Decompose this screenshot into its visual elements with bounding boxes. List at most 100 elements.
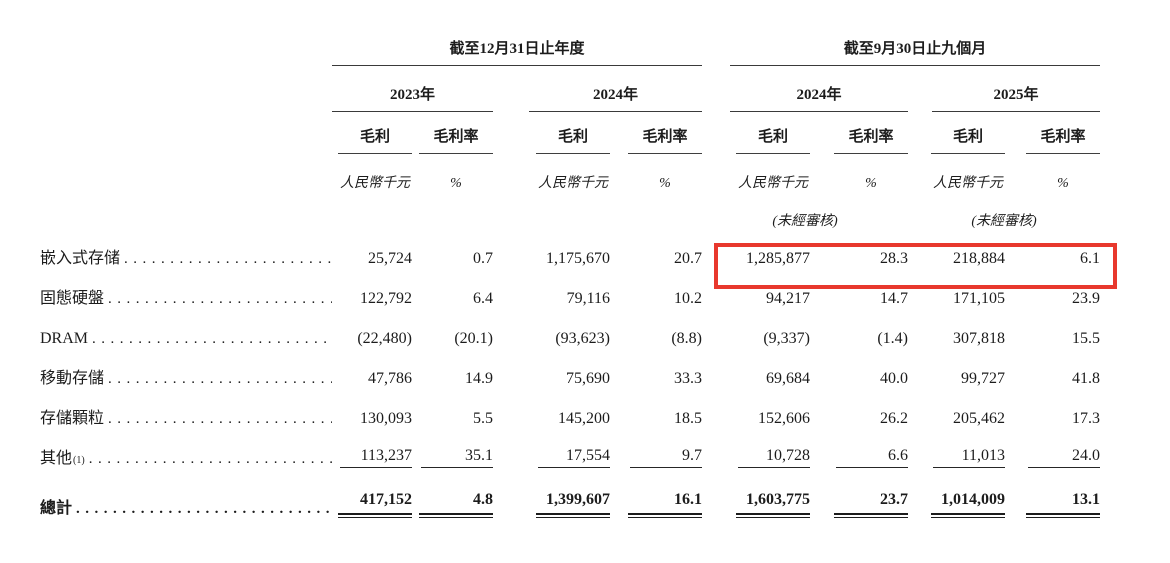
cell: (8.8) <box>671 330 702 347</box>
year-header-2024-9m: 2024年 <box>702 83 908 112</box>
cell: (9,337) <box>763 330 810 347</box>
cell-total: 13.1 <box>1005 491 1100 523</box>
col-header-gross-profit: 毛利 <box>908 125 1005 158</box>
row-label: 其他 (1) <box>40 444 332 472</box>
cell: 5.5 <box>473 410 493 427</box>
highlight-box <box>714 243 1117 289</box>
cell: 75,690 <box>566 370 610 387</box>
cell-total: 1,014,009 <box>908 491 1005 523</box>
table-row-storage-wafers: 存儲顆粒 130,093 5.5 145,200 18.5 152,606 26… <box>40 392 1100 432</box>
dot-leader <box>108 290 332 308</box>
cell: 6.4 <box>473 290 493 307</box>
cell: 10,728 <box>702 447 810 472</box>
cell: 171,105 <box>953 290 1005 307</box>
col-header-gross-margin: 毛利率 <box>1005 125 1100 158</box>
unaudited-row: (未經審核) (未經審核) <box>40 198 1100 232</box>
dot-leader <box>76 500 332 518</box>
cell: 18.5 <box>674 410 702 427</box>
gross-profit-table: 截至12月31日止年度 截至9月30日止九個月 2023年 2024年 2024… <box>40 28 1100 522</box>
cell: 10.2 <box>674 290 702 307</box>
cell: 17,554 <box>493 447 610 472</box>
dot-leader <box>124 250 332 268</box>
cell: 47,786 <box>368 370 412 387</box>
row-label: 嵌入式存储 <box>40 244 332 272</box>
cell-highlighted: 6.1 <box>1080 250 1100 267</box>
cell: (22,480) <box>357 330 412 347</box>
table-row-mobile-storage: 移動存儲 47,786 14.9 75,690 33.3 69,684 40.0… <box>40 352 1100 392</box>
unit-percent: % <box>1057 176 1069 191</box>
cell: 99,727 <box>961 370 1005 387</box>
col-header-gross-margin: 毛利率 <box>610 125 702 158</box>
col-header-gross-profit: 毛利 <box>493 125 610 158</box>
cell: 79,116 <box>566 290 610 307</box>
cell: 23.9 <box>1072 290 1100 307</box>
cell-total: 1,399,607 <box>493 491 610 523</box>
dot-leader <box>92 330 332 348</box>
dot-leader <box>89 450 332 468</box>
unit-currency: 人民幣千元 <box>340 176 410 191</box>
cell: 14.9 <box>465 370 493 387</box>
cell-total: 23.7 <box>810 491 908 523</box>
double-rule <box>834 512 908 518</box>
cell: 26.2 <box>880 410 908 427</box>
unit-percent: % <box>865 176 877 191</box>
column-header-row: 毛利 毛利率 毛利 毛利率 毛利 毛利率 毛利 毛利率 <box>40 112 1100 158</box>
cell: 6.6 <box>810 447 908 472</box>
unit-currency: 人民幣千元 <box>538 176 608 191</box>
cell: 15.5 <box>1072 330 1100 347</box>
double-rule <box>419 512 493 518</box>
cell: 0.7 <box>473 250 493 267</box>
cell: 122,792 <box>360 290 412 307</box>
table-row-total: 總計 417,152 4.8 1,399,607 16.1 1,603,775 … <box>40 472 1100 522</box>
row-label: 移動存儲 <box>40 364 332 392</box>
footnote-marker: (1) <box>73 455 85 466</box>
row-label: 固態硬盤 <box>40 284 332 312</box>
table-row-others: 其他(1) 113,237 35.1 17,554 9.7 10,728 6.6… <box>40 432 1100 472</box>
year-header-2025-9m: 2025年 <box>908 83 1100 112</box>
cell: 145,200 <box>558 410 610 427</box>
double-rule <box>931 512 1005 518</box>
year-header-row: 2023年 2024年 2024年 2025年 <box>40 66 1100 112</box>
cell-highlighted: 28.3 <box>880 250 908 267</box>
double-rule <box>338 512 412 518</box>
unit-currency: 人民幣千元 <box>933 176 1003 191</box>
cell: 17.3 <box>1072 410 1100 427</box>
unaudited-note: (未經審核) <box>772 214 838 229</box>
col-header-gross-margin: 毛利率 <box>412 125 493 158</box>
cell: 69,684 <box>766 370 810 387</box>
period-header-row: 截至12月31日止年度 截至9月30日止九個月 <box>40 28 1100 66</box>
row-label: DRAM <box>40 330 332 352</box>
double-rule <box>536 512 610 518</box>
cell: 35.1 <box>412 447 493 472</box>
cell: 25,724 <box>368 250 412 267</box>
cell: 94,217 <box>766 290 810 307</box>
unit-header-row: 人民幣千元 % 人民幣千元 % 人民幣千元 % 人民幣千元 % <box>40 158 1100 198</box>
cell-highlighted: 1,285,877 <box>746 250 810 267</box>
row-label: 存儲顆粒 <box>40 404 332 432</box>
cell: 20.7 <box>674 250 702 267</box>
cell-total: 16.1 <box>610 491 702 523</box>
table-row-embedded-storage: 嵌入式存储 25,724 0.7 1,175,670 20.7 1,285,87… <box>40 232 1100 272</box>
cell: 307,818 <box>953 330 1005 347</box>
period-header-nine-months-label: 截至9月30日止九個月 <box>730 37 1100 66</box>
cell: 1,175,670 <box>546 250 610 267</box>
period-header-annual: 截至12月31日止年度 <box>332 37 702 66</box>
cell: 14.7 <box>880 290 908 307</box>
unit-percent: % <box>659 176 671 191</box>
table-row-ssd: 固態硬盤 122,792 6.4 79,116 10.2 94,217 14.7… <box>40 272 1100 312</box>
cell: 205,462 <box>953 410 1005 427</box>
row-label-total: 總計 <box>40 494 332 522</box>
cell: 11,013 <box>908 447 1005 472</box>
cell: 41.8 <box>1072 370 1100 387</box>
double-rule <box>1026 512 1100 518</box>
cell-total: 417,152 <box>332 491 412 523</box>
period-header-nine-months: 截至9月30日止九個月 <box>702 37 1100 66</box>
cell: 9.7 <box>610 447 702 472</box>
cell: (93,623) <box>555 330 610 347</box>
unaudited-note: (未經審核) <box>971 214 1037 229</box>
period-header-annual-label: 截至12月31日止年度 <box>332 37 702 66</box>
unit-currency: 人民幣千元 <box>738 176 808 191</box>
cell: 24.0 <box>1005 447 1100 472</box>
cell: 152,606 <box>758 410 810 427</box>
